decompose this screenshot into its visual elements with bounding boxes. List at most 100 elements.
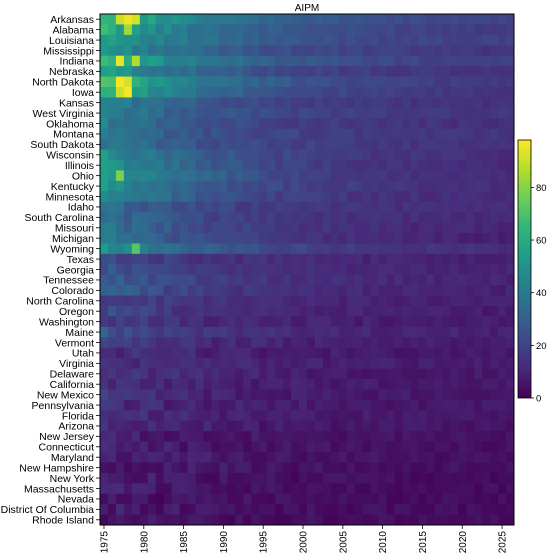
heatmap-cell xyxy=(100,191,109,203)
heatmap-cell xyxy=(131,107,141,119)
heatmap-cell xyxy=(227,337,236,349)
heatmap-cell xyxy=(147,483,157,495)
heatmap-cell xyxy=(346,441,356,453)
heatmap-cell xyxy=(402,233,411,244)
heatmap-cell xyxy=(370,34,380,46)
row-label: Georgia xyxy=(57,264,95,276)
heatmap-cell xyxy=(307,285,316,296)
heatmap-cell xyxy=(100,389,109,401)
heatmap-cell xyxy=(474,410,483,422)
heatmap-cell xyxy=(418,389,427,401)
heatmap-cell xyxy=(482,191,491,203)
heatmap-cell xyxy=(370,420,380,432)
heatmap-cell xyxy=(442,97,451,109)
heatmap-cell xyxy=(482,441,491,453)
heatmap-cell xyxy=(378,139,388,150)
heatmap-cell xyxy=(322,97,332,109)
heatmap-cell xyxy=(386,316,395,328)
heatmap-cell xyxy=(179,180,188,192)
heatmap-cell xyxy=(235,243,244,255)
heatmap-cell xyxy=(291,399,300,411)
heatmap-cell xyxy=(330,45,340,57)
heatmap-cell xyxy=(490,34,499,46)
heatmap-cell xyxy=(211,347,220,359)
heatmap-cell xyxy=(418,170,427,182)
heatmap-cell xyxy=(163,379,173,390)
heatmap-cell xyxy=(307,379,316,390)
heatmap-cell xyxy=(195,55,204,67)
heatmap-cell xyxy=(235,368,244,380)
heatmap-cell xyxy=(195,76,204,88)
row-label: Rhode Island xyxy=(32,515,94,527)
heatmap-cell xyxy=(155,504,165,515)
heatmap-cell xyxy=(346,243,356,255)
heatmap-cell xyxy=(346,66,356,77)
heatmap-cell xyxy=(370,389,380,401)
heatmap-cell xyxy=(163,128,173,140)
heatmap-cell xyxy=(482,347,491,359)
heatmap-cell xyxy=(482,66,491,77)
heatmap-cell xyxy=(450,452,459,463)
heatmap-cell xyxy=(434,14,443,25)
heatmap-cell xyxy=(187,274,196,286)
heatmap-cell xyxy=(354,87,364,98)
heatmap-cell xyxy=(330,493,340,505)
heatmap-cell xyxy=(434,253,443,265)
heatmap-cell xyxy=(115,139,125,150)
heatmap-cell xyxy=(171,493,181,505)
x-axis: 1975 1980 1985 1990 1995 2000 2005 2010 2015 2020… xyxy=(99,525,509,553)
heatmap-cell xyxy=(299,212,308,223)
heatmap-cell xyxy=(474,420,483,432)
heatmap-cell xyxy=(267,399,276,411)
heatmap-cell xyxy=(394,306,403,317)
heatmap-cell xyxy=(474,201,483,213)
heatmap-cell xyxy=(227,212,236,223)
heatmap-cell xyxy=(370,347,380,359)
heatmap-cell xyxy=(163,295,173,307)
heatmap-cell xyxy=(131,368,141,380)
heatmap-cell xyxy=(442,358,451,369)
heatmap-cell xyxy=(322,264,332,276)
heatmap-cell xyxy=(259,45,268,57)
heatmap-cell xyxy=(235,285,244,296)
heatmap-cell xyxy=(227,452,236,463)
heatmap-cell xyxy=(171,347,181,359)
heatmap-cell xyxy=(171,139,181,150)
heatmap-cell xyxy=(442,118,451,130)
heatmap-cell xyxy=(131,295,141,307)
heatmap-cell xyxy=(115,97,125,109)
heatmap-cell xyxy=(147,34,157,46)
heatmap-cell xyxy=(259,212,268,223)
heatmap-cell xyxy=(386,452,395,463)
heatmap-cell xyxy=(147,399,157,411)
heatmap-cell xyxy=(100,97,109,109)
heatmap-cell xyxy=(370,222,380,234)
heatmap-cell xyxy=(100,326,109,338)
heatmap-cell xyxy=(211,191,220,203)
heatmap-cell xyxy=(107,212,117,223)
heatmap-cell xyxy=(275,379,284,390)
heatmap-cell xyxy=(458,514,467,526)
heatmap-cell xyxy=(426,55,435,67)
heatmap-cell xyxy=(100,399,109,411)
heatmap-cell xyxy=(490,128,499,140)
heatmap-cell xyxy=(179,160,188,171)
heatmap-cell xyxy=(378,462,388,474)
heatmap-cell xyxy=(370,139,380,150)
heatmap-cell xyxy=(243,45,252,57)
heatmap-cell xyxy=(171,253,181,265)
heatmap-cell xyxy=(139,34,149,46)
heatmap-cell xyxy=(474,139,483,150)
heatmap-cell xyxy=(219,14,228,25)
heatmap-cell xyxy=(370,514,380,526)
heatmap-cell xyxy=(139,170,149,182)
heatmap-cell xyxy=(474,45,483,57)
heatmap-cell xyxy=(171,45,181,57)
heatmap-cell xyxy=(219,97,228,109)
heatmap-cell xyxy=(506,118,515,130)
heatmap-cell xyxy=(123,66,133,77)
heatmap-cell xyxy=(139,253,149,265)
heatmap-cell xyxy=(283,431,292,442)
heatmap-cell xyxy=(314,483,324,495)
heatmap-cell xyxy=(115,514,125,526)
